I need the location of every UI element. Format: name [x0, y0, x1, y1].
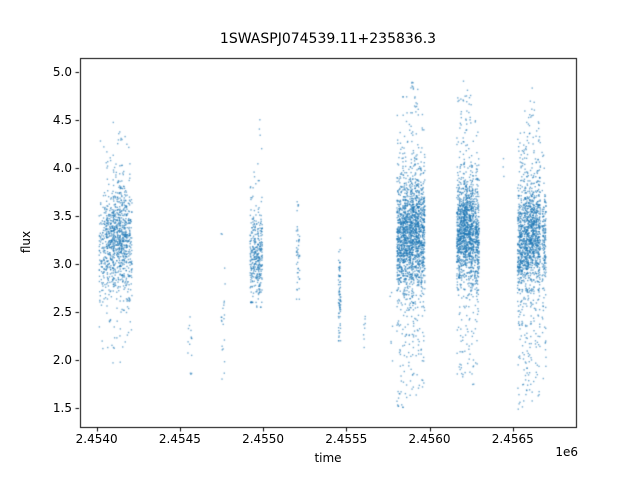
y-tick-label: 5.0 [52, 65, 72, 80]
x-tick-label: 2.4540 [75, 432, 118, 446]
x-tick-label: 2.4565 [491, 432, 534, 446]
y-tick-label: 2.0 [52, 352, 72, 367]
y-tick-label: 3.5 [52, 209, 72, 224]
x-axis-label: time [314, 451, 342, 465]
y-tick-label: 1.5 [52, 400, 72, 415]
y-axis-label: flux [19, 230, 33, 254]
x-tick-label: 2.4545 [158, 432, 201, 446]
y-tick-label: 2.5 [52, 304, 72, 319]
y-tick-label: 4.5 [52, 113, 72, 128]
x-tick-label: 2.4550 [242, 432, 285, 446]
chart-title: 1SWASPJ074539.11+235836.3 [219, 31, 437, 47]
y-tick-label: 3.0 [52, 257, 72, 272]
x-tick-label: 2.4555 [325, 432, 368, 446]
y-tick-label: 4.0 [52, 161, 72, 176]
x-axis-offset-text: 1e6 [555, 445, 578, 459]
x-tick-label: 2.4560 [408, 432, 451, 446]
